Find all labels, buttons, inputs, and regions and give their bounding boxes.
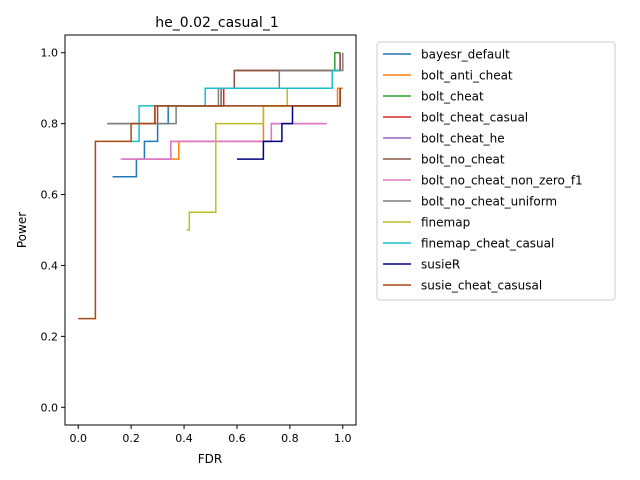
y-axis-label: Power (15, 212, 29, 248)
series-line-bolt_no_cheat_non_zero_f1 (120, 122, 327, 160)
legend-label: bolt_no_cheat_uniform (421, 195, 557, 209)
legend-label: bolt_anti_cheat (421, 69, 513, 83)
axes-frame (64, 34, 357, 426)
legend-box (376, 41, 616, 301)
x-tick-label: 0.2 (122, 432, 140, 445)
chart-title: he_0.02_casual_1 (155, 15, 278, 31)
plot-area (78, 51, 344, 320)
series-line-susie_cheat_casusal (78, 88, 341, 320)
x-tick-label: 0.8 (281, 432, 299, 445)
x-tick-label: 1.0 (334, 432, 352, 445)
x-axis-label: FDR (198, 452, 222, 466)
legend: bayesr_default bolt_anti_cheat bolt_cheatb… (376, 41, 616, 301)
series-line-finemap_cheat_casual (131, 69, 341, 143)
legend-label: bayesr_default (421, 48, 510, 62)
y-tick-label: 0.2 (41, 330, 59, 343)
x-tick-label: 0.4 (175, 432, 193, 445)
y-tick-label: 1.0 (41, 47, 59, 60)
y-tick-label: 0.4 (41, 259, 59, 272)
legend-label: bolt_no_cheat (421, 153, 505, 167)
legend-label: finemap_cheat_casual (421, 237, 554, 251)
y-tick-label: 0.6 (41, 189, 59, 202)
series-line-bayesr_default (112, 105, 338, 178)
legend-label: bolt_no_cheat_non_zero_f1 (421, 174, 583, 188)
legend-label: bolt_cheat_casual (421, 111, 528, 125)
series-line-finemap (186, 87, 304, 231)
x-tick-label: 0.6 (228, 432, 246, 445)
y-tick-label: 0.8 (41, 118, 59, 131)
legend-label: finemap (421, 216, 470, 230)
y-axis: 0.0 0.2 0.4 0.6 0.8 1.0 (41, 47, 65, 414)
x-axis: 0.0 0.2 0.4 0.6 0.8 1.0 (69, 425, 352, 445)
y-tick-label: 0.0 (41, 401, 59, 414)
legend-label: susieR (421, 258, 460, 272)
x-tick-label: 0.0 (69, 432, 87, 445)
legend-label: susie_cheat_casusal (421, 279, 542, 293)
legend-label: bolt_cheat_he (421, 132, 505, 146)
legend-label: bolt_cheat (421, 90, 484, 104)
